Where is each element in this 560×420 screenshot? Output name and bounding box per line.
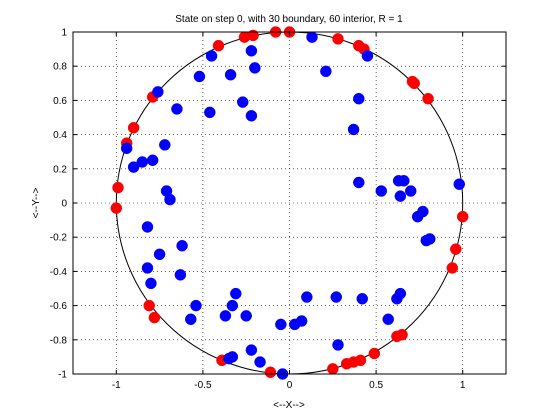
interior-point [164,193,176,206]
boundary-point [110,202,123,214]
interior-point [404,185,417,197]
boundary-point [340,357,353,370]
boundary-point [143,299,155,312]
boundary-point [212,39,225,52]
interior-point [453,178,465,190]
interior-point [176,240,188,252]
axis-ticks [73,31,506,375]
interior-point [394,190,407,202]
interior-point [254,356,266,368]
boundary-point [450,243,462,255]
boundary-point [264,366,277,379]
x-tick-label: -1 [112,380,121,391]
interior-point [153,248,166,261]
y-tick-label: 0.2 [53,164,67,175]
interior-point [230,287,242,300]
y-tick-label: 0 [61,199,67,210]
interior-point [159,139,171,151]
y-tick-labels: -1 -0.8 -0.6 -0.4 -0.2 0 0.2 0.4 0.6 0.8 1 [50,28,68,381]
x-tick-labels: -1 -0.5 0 0.5 1 [112,380,466,391]
interior-point [375,185,388,197]
interior-point [306,31,318,43]
boundary-point [422,92,434,105]
x-tick-label: -0.5 [194,380,212,391]
interior-point [219,310,232,322]
interior-point [141,221,154,233]
interior-point [275,318,287,331]
boundary-point [127,122,140,134]
interior-point [245,110,258,122]
interior-point [320,65,332,78]
y-tick-label: -1 [58,370,67,381]
y-tick-label: -0.4 [50,267,68,278]
interior-point [356,293,368,305]
interior-point [185,313,197,326]
boundary-point [456,210,469,223]
y-tick-label: 0.4 [53,130,67,141]
interior-point [288,318,301,331]
y-tick-label: 1 [61,28,67,39]
interior-point [236,96,249,108]
interior-point [127,161,140,173]
interior-point [332,339,344,351]
interior-point [330,291,343,303]
boundary-point [368,347,381,360]
interior-point [205,50,218,62]
interior-point [145,277,157,290]
interior-point [226,351,239,363]
interior-point [353,92,365,105]
y-tick-label: 0.8 [53,62,67,73]
boundary-point [148,311,161,324]
boundary-point [112,181,124,194]
interior-point [398,175,410,187]
boundary-point [408,77,420,90]
boundary-point [332,33,344,45]
interior-point [204,106,216,119]
y-tick-label: -0.6 [50,301,68,312]
interior-point [224,69,237,81]
interior-point [193,70,206,83]
boundary-point [391,330,403,343]
interior-point [382,313,394,326]
interior-point [146,154,159,166]
interior-point [391,293,403,305]
interior-point [152,86,164,98]
interior-point [424,233,436,245]
interior-point [347,123,360,136]
interior-point [174,269,187,281]
interior-point [141,262,154,274]
interior-point [249,62,261,74]
interior-point [190,299,202,312]
x-axis-label: <--X--> [273,400,305,411]
data-points [110,26,469,380]
interior-point [240,310,252,322]
interior-point [120,142,133,155]
x-tick-label: 0 [287,380,293,391]
interior-point [245,344,258,356]
interior-point [226,299,239,312]
interior-point [171,103,183,115]
boundary-point [327,363,339,375]
y-axis-label: <--Y--> [31,187,42,218]
y-tick-label: 0.6 [53,96,67,107]
interior-point [353,176,365,189]
boundary-point [446,262,459,274]
x-tick-label: 1 [460,380,466,391]
y-tick-label: -0.2 [50,233,68,244]
interior-point [361,50,374,62]
interior-point [245,45,258,57]
x-tick-label: 0.5 [369,380,383,391]
interior-point [136,156,149,168]
interior-point [417,205,429,218]
boundary-point [247,29,259,42]
chart-title: State on step 0, with 30 boundary, 60 in… [175,14,403,25]
y-tick-label: -0.8 [50,335,68,346]
interior-point [301,291,313,303]
